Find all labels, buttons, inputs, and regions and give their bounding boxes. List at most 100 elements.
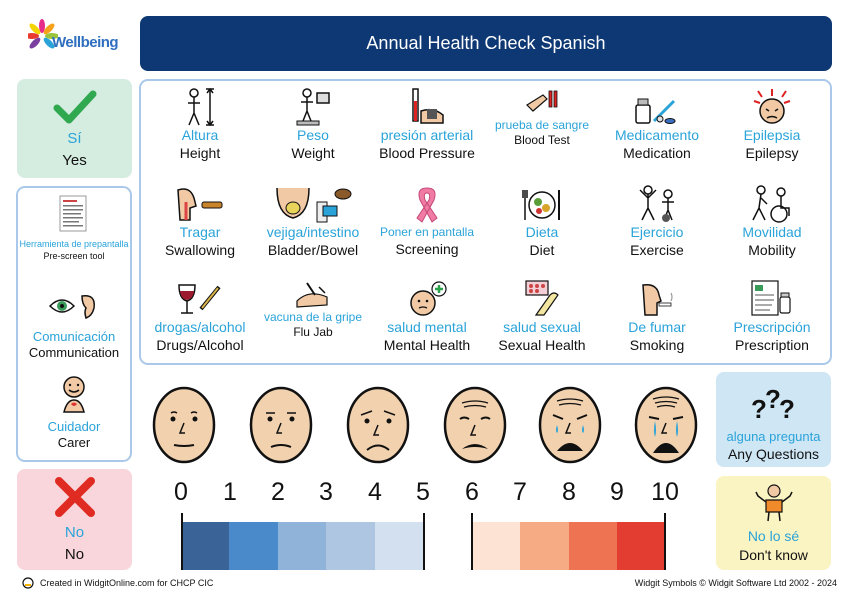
blood-test-label-en: Blood Test bbox=[514, 133, 570, 147]
scale-tick bbox=[471, 513, 473, 570]
svg-text:?: ? bbox=[779, 394, 795, 424]
yes-button[interactable]: Sí Yes bbox=[17, 79, 132, 178]
grid-item-drugs-alcohol[interactable]: drogas/alcohol Drugs/Alcohol bbox=[144, 279, 256, 354]
swallowing-icon bbox=[177, 188, 223, 221]
grid-item-diet[interactable]: Dieta Diet bbox=[486, 184, 598, 259]
footer-copyright: Widgit Symbols © Widgit Software Ltd 200… bbox=[634, 578, 837, 588]
grid-item-height[interactable]: Altura Height bbox=[144, 87, 256, 162]
scale-number-3[interactable]: 3 bbox=[319, 478, 333, 506]
blood-test-label-es: prueba de sangre bbox=[494, 118, 590, 132]
scale-segment-1[interactable] bbox=[182, 522, 229, 570]
height-label-en: Height bbox=[179, 145, 221, 161]
health-topics-grid: Altura Height Peso Weight presión arteri… bbox=[139, 79, 832, 365]
face-severe-pain-icon[interactable] bbox=[442, 385, 508, 465]
grid-item-screening[interactable]: Poner en pantalla Screening bbox=[371, 184, 483, 258]
yes-label-es: Sí bbox=[67, 130, 82, 147]
sexual-health-icon bbox=[525, 280, 559, 316]
scale-segment-6[interactable] bbox=[472, 522, 520, 570]
grid-item-medication[interactable]: Medicamento Medication bbox=[601, 87, 713, 162]
no-label-es: No bbox=[64, 524, 85, 541]
scale-segment-9[interactable] bbox=[617, 522, 665, 570]
scale-number-5[interactable]: 5 bbox=[416, 478, 430, 506]
scale-number-4[interactable]: 4 bbox=[368, 478, 382, 506]
exercise-label-en: Exercise bbox=[630, 242, 684, 258]
prescription-icon bbox=[751, 280, 791, 316]
cross-icon bbox=[54, 477, 95, 517]
scale-number-0[interactable]: 0 bbox=[174, 478, 188, 506]
face-worst-pain-icon[interactable] bbox=[633, 385, 699, 465]
footer-left-text: Created in WidgitOnline.com for CHCP CIC bbox=[40, 578, 214, 588]
grid-item-weight[interactable]: Peso Weight bbox=[257, 87, 369, 162]
blood-test-icon bbox=[526, 90, 558, 112]
title-bar: Annual Health Check Spanish bbox=[140, 16, 832, 71]
exercise-icon bbox=[639, 185, 674, 222]
dont-know-label-en: Don't know bbox=[739, 547, 808, 563]
face-moderate-pain-icon[interactable] bbox=[345, 385, 411, 465]
widgit-icon bbox=[22, 577, 34, 589]
carer-icon bbox=[63, 376, 85, 413]
wellbeing-logo: Wellbeing bbox=[28, 18, 128, 58]
screening-label-en: Screening bbox=[395, 241, 459, 257]
weight-label-en: Weight bbox=[291, 145, 335, 161]
scale-segment-3[interactable] bbox=[278, 522, 326, 570]
scale-segment-8[interactable] bbox=[569, 522, 617, 570]
dont-know-button[interactable]: No lo sé Don't know bbox=[716, 476, 831, 570]
scale-number-1[interactable]: 1 bbox=[223, 478, 237, 506]
mobility-icon bbox=[752, 185, 790, 223]
eye-ear-icon bbox=[48, 295, 95, 319]
mental-health-label-en: Mental Health bbox=[383, 337, 471, 353]
carer-item[interactable]: Cuidador Carer bbox=[18, 374, 130, 451]
face-mild-pain-icon[interactable] bbox=[248, 385, 314, 465]
scale-segment-4[interactable] bbox=[326, 522, 375, 570]
medication-icon bbox=[635, 98, 676, 124]
height-label-es: Altura bbox=[181, 127, 219, 143]
grid-item-blood-pressure[interactable]: presión arterial Blood Pressure bbox=[371, 87, 483, 162]
grid-item-smoking[interactable]: De fumar Smoking bbox=[601, 279, 713, 354]
page-title: Annual Health Check Spanish bbox=[366, 33, 606, 53]
smoking-icon bbox=[642, 283, 673, 316]
carer-label-es: Cuidador bbox=[47, 419, 101, 434]
mental-health-icon bbox=[410, 281, 447, 316]
grid-item-swallowing[interactable]: Tragar Swallowing bbox=[144, 184, 256, 259]
scale-segment-7[interactable] bbox=[520, 522, 569, 570]
grid-item-blood-test[interactable]: prueba de sangre Blood Test bbox=[486, 87, 598, 148]
drugs-alcohol-label-es: drogas/alcohol bbox=[154, 319, 246, 335]
face-very-severe-pain-icon[interactable] bbox=[537, 385, 603, 465]
no-button[interactable]: No No bbox=[17, 469, 132, 570]
epilepsy-label-es: Epilepsia bbox=[743, 127, 801, 143]
questions-label-es: alguna pregunta bbox=[726, 429, 821, 444]
communication-item[interactable]: Comunicación Communication bbox=[18, 288, 130, 361]
medication-label-en: Medication bbox=[623, 145, 691, 161]
scale-segment-5[interactable] bbox=[375, 522, 423, 570]
pre-screen-tool-item[interactable]: Herramienta de prepantalla Pre-screen to… bbox=[18, 194, 130, 262]
bladder-bowel-label-es: vejiga/intestino bbox=[266, 224, 360, 240]
grid-item-prescription[interactable]: Prescripción Prescription bbox=[716, 279, 828, 354]
scale-number-9[interactable]: 9 bbox=[610, 478, 624, 506]
mental-health-label-es: salud mental bbox=[387, 319, 467, 335]
footer-credit: Created in WidgitOnline.com for CHCP CIC bbox=[22, 577, 213, 589]
yes-label-en: Yes bbox=[62, 152, 87, 169]
ribbon-icon bbox=[416, 187, 438, 223]
grid-item-epilepsy[interactable]: Epilepsia Epilepsy bbox=[716, 87, 828, 162]
grid-item-exercise[interactable]: Ejercicio Exercise bbox=[601, 184, 713, 259]
any-questions-button[interactable]: ? ? ? alguna pregunta Any Questions bbox=[716, 372, 831, 467]
height-icon bbox=[188, 87, 214, 127]
face-no-pain-icon[interactable] bbox=[151, 385, 217, 465]
grid-item-flu-jab[interactable]: vacuna de la gripe Flu Jab bbox=[257, 279, 369, 340]
scale-number-10[interactable]: 10 bbox=[651, 478, 679, 506]
diet-label-es: Dieta bbox=[525, 224, 559, 240]
pre-screen-label-en: Pre-screen tool bbox=[43, 251, 105, 261]
scale-segment-2[interactable] bbox=[229, 522, 278, 570]
grid-item-mental-health[interactable]: salud mental Mental Health bbox=[371, 279, 483, 354]
grid-item-bladder-bowel[interactable]: vejiga/intestino Bladder/Bowel bbox=[257, 184, 369, 259]
exercise-label-es: Ejercicio bbox=[630, 224, 684, 240]
scale-number-8[interactable]: 8 bbox=[562, 478, 576, 506]
grid-item-mobility[interactable]: Movilidad Mobility bbox=[716, 184, 828, 259]
blood-pressure-label-es: presión arterial bbox=[380, 127, 474, 143]
scale-number-6[interactable]: 6 bbox=[465, 478, 479, 506]
shrug-icon bbox=[754, 484, 793, 522]
prescription-label-es: Prescripción bbox=[733, 319, 811, 335]
scale-number-7[interactable]: 7 bbox=[513, 478, 527, 506]
grid-item-sexual-health[interactable]: salud sexual Sexual Health bbox=[486, 279, 598, 354]
scale-number-2[interactable]: 2 bbox=[271, 478, 285, 506]
